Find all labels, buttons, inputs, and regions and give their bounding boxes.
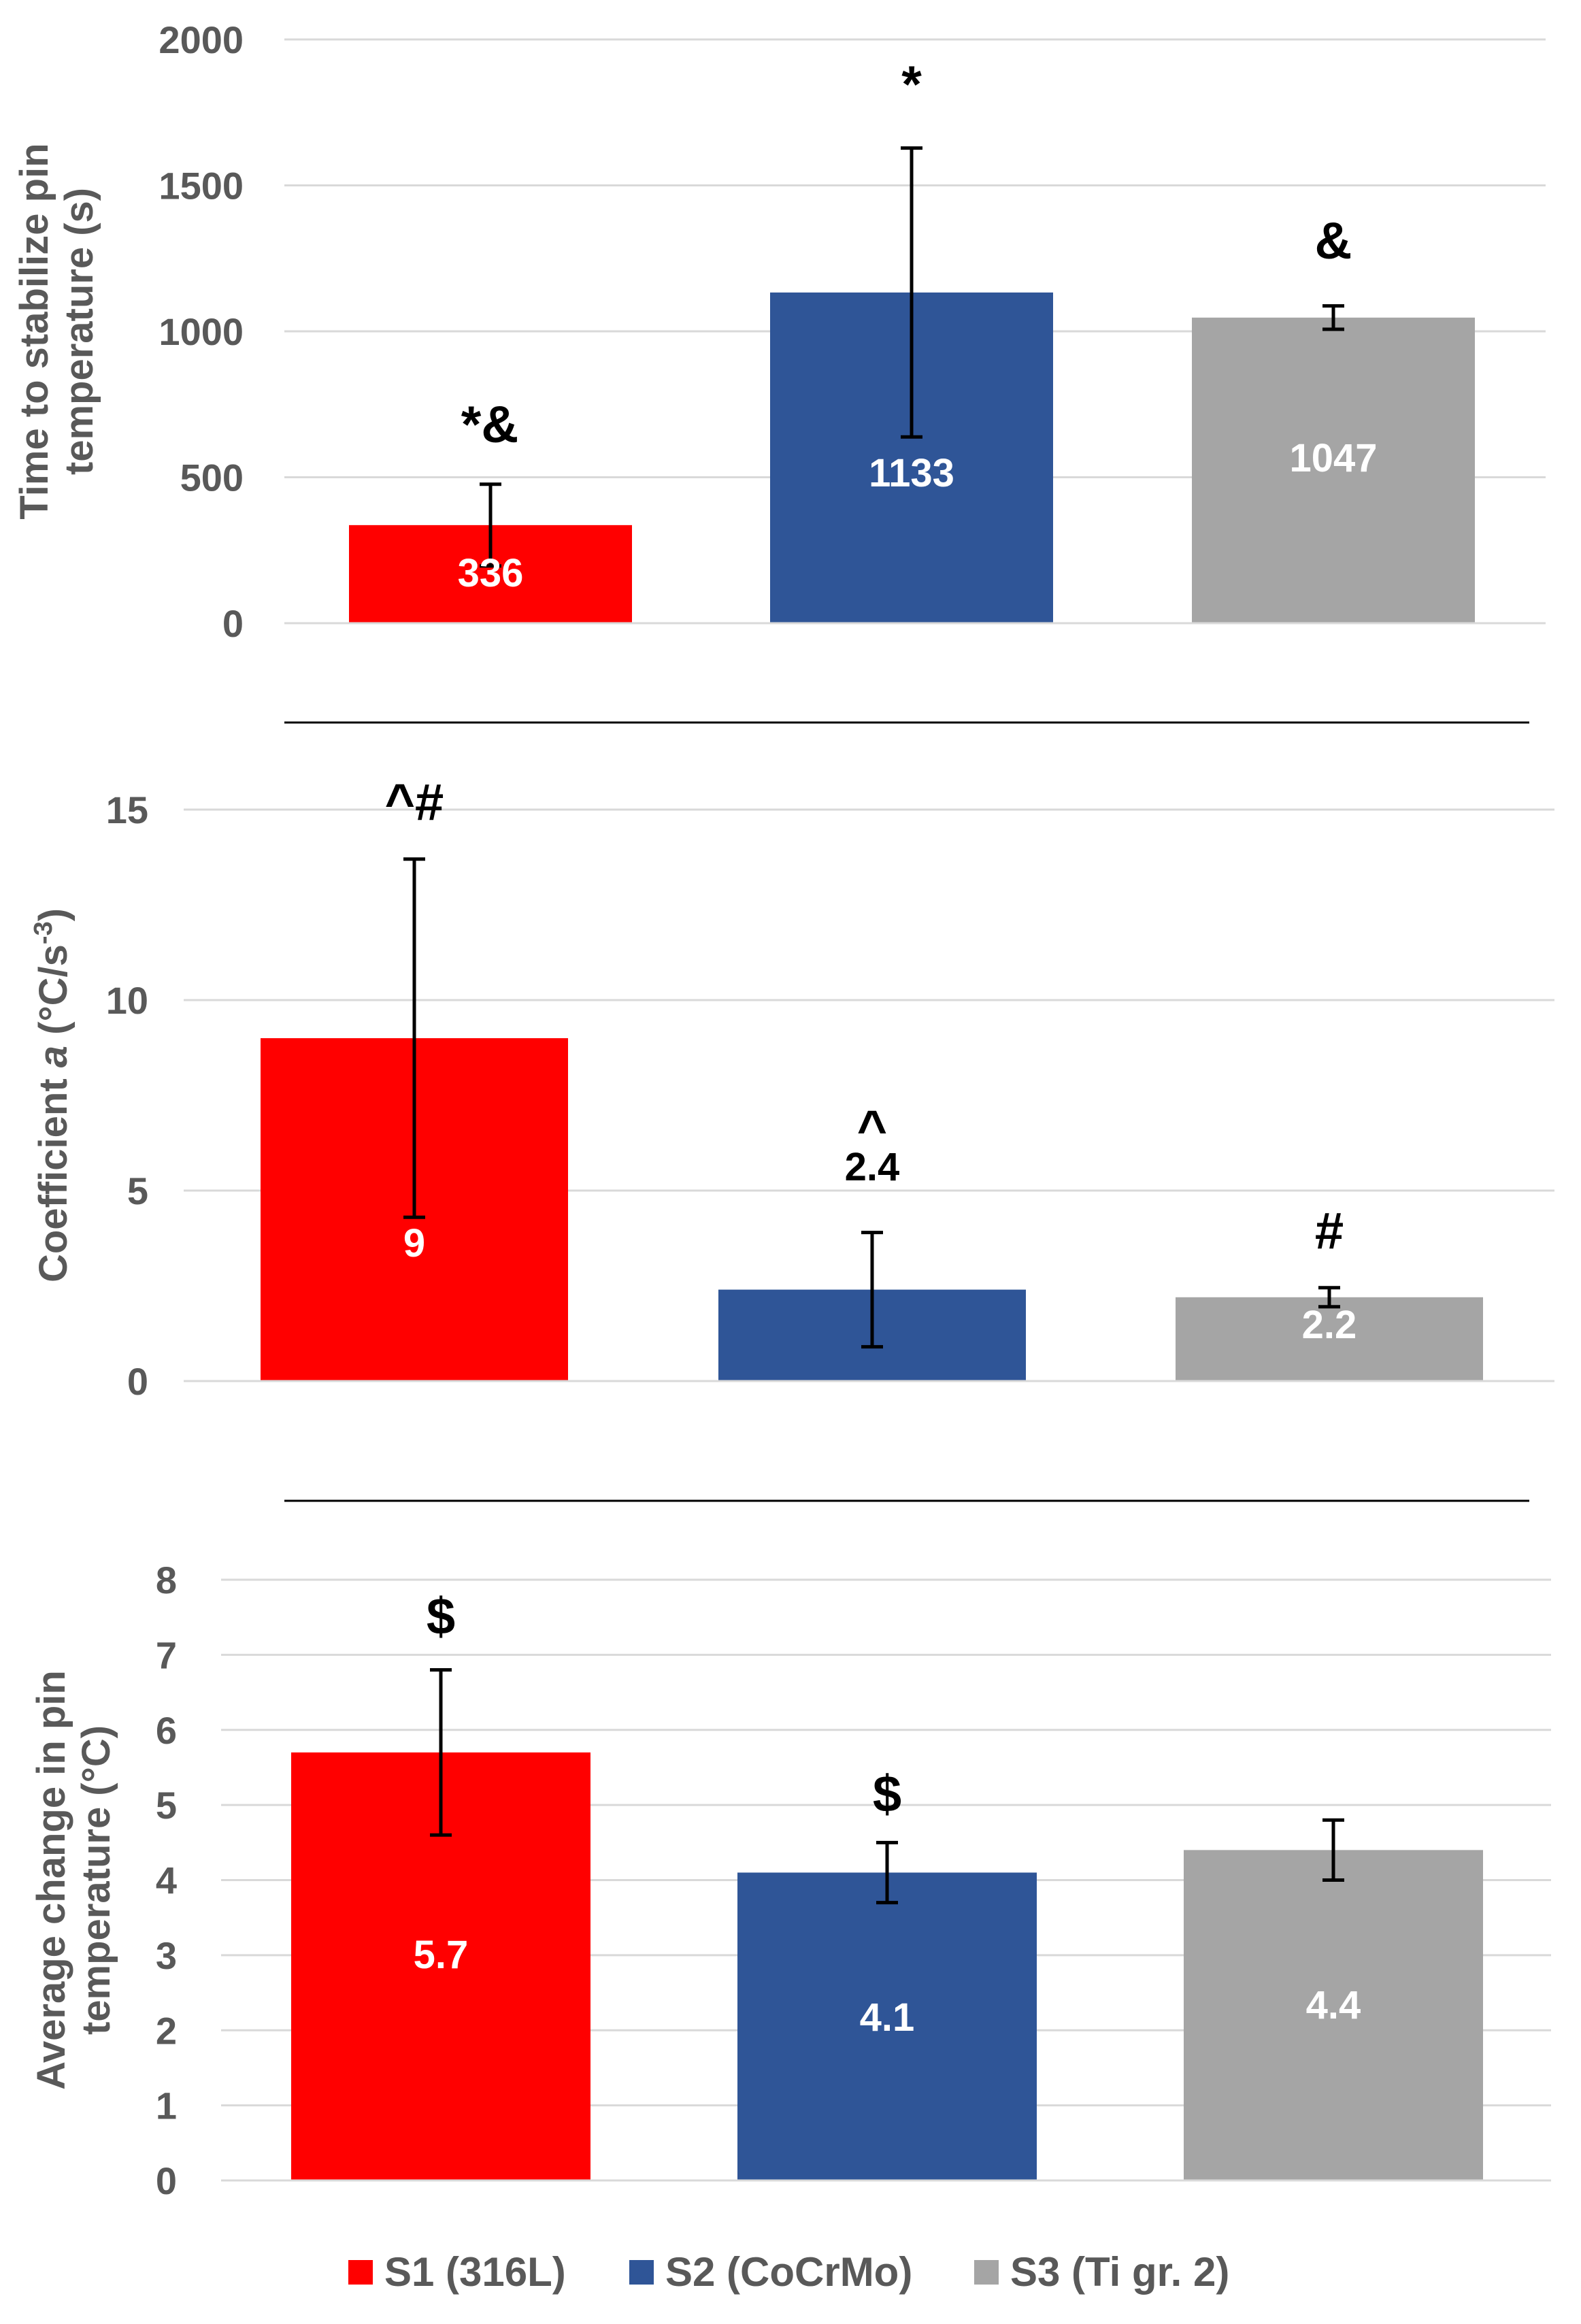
- data-label-s2: 1133: [869, 451, 954, 495]
- y-axis-label: Coefficient a (°C/s-3): [29, 908, 76, 1282]
- y-tick-label: 5: [156, 1784, 177, 1827]
- data-label-s3: 2.2: [1302, 1303, 1357, 1347]
- significance-marker-s3: &: [1315, 212, 1352, 270]
- y-tick-label: 2: [156, 2009, 177, 2052]
- significance-marker-s2: *: [901, 56, 922, 114]
- bar-s2: [737, 1872, 1037, 2180]
- y-tick-label: 6: [156, 1709, 177, 1752]
- significance-marker-s3: #: [1315, 1202, 1344, 1260]
- y-tick-label: 1000: [159, 310, 244, 353]
- data-label-s1: 336: [458, 551, 524, 595]
- data-label-s3: 1047: [1289, 436, 1377, 480]
- bar-s3: [1176, 1297, 1483, 1381]
- y-axis-label: Time to stabilize pintemperature (s): [12, 143, 101, 519]
- chart-panel-1: 0 500 1000 1500 2000 Time to stabilize pintem…: [12, 18, 1546, 645]
- y-tick-label: 8: [156, 1559, 177, 1601]
- legend-label-s1: S1 (316L): [384, 2249, 566, 2295]
- y-tick-label: 1: [156, 2085, 177, 2127]
- y-axis-label: Average change in pintemperature (°C): [29, 1670, 118, 2090]
- data-label-s2: 4.1: [860, 1995, 915, 2040]
- y-tick-label: 2000: [159, 18, 244, 61]
- legend-swatch-s2: [629, 2260, 654, 2285]
- significance-marker-s1: $: [427, 1588, 455, 1646]
- y-tick-label: 4: [156, 1859, 177, 1902]
- significance-marker-s1: ^#: [385, 774, 444, 831]
- legend-swatch-s3: [974, 2260, 999, 2285]
- y-tick-label: 5: [127, 1169, 148, 1212]
- y-tick-label: 7: [156, 1633, 177, 1676]
- y-tick-label: 15: [106, 788, 148, 831]
- significance-marker-s2: ^: [857, 1100, 887, 1158]
- bar-s3: [1192, 317, 1475, 623]
- chart-panel-3: 0 1 2 3 4 5 6 7 8 Average change in pintemperatur…: [29, 1559, 1551, 2202]
- y-tick-label: 3: [156, 1934, 177, 1977]
- legend: S1 (316L) S2 (CoCrMo) S3 (Ti gr. 2): [348, 2249, 1229, 2295]
- y-tick-label: 0: [156, 2159, 177, 2202]
- y-tick-label: 0: [222, 602, 244, 645]
- data-label-s1: 5.7: [414, 1933, 469, 1977]
- legend-swatch-s1: [348, 2260, 373, 2285]
- data-label-s2: 2.4: [845, 1145, 900, 1189]
- data-label-s1: 9: [403, 1221, 425, 1265]
- bar-s3: [1184, 1850, 1483, 2180]
- y-tick-label: 0: [127, 1360, 148, 1403]
- legend-label-s2: S2 (CoCrMo): [665, 2249, 912, 2295]
- y-tick-label: 500: [180, 456, 244, 499]
- data-label-s3: 4.4: [1306, 1983, 1361, 2027]
- y-tick-label: 1500: [159, 165, 244, 208]
- significance-marker-s1: *&: [461, 396, 518, 454]
- significance-marker-s2: $: [873, 1765, 901, 1823]
- y-tick-label: 10: [106, 979, 148, 1022]
- legend-label-s3: S3 (Ti gr. 2): [1010, 2249, 1229, 2295]
